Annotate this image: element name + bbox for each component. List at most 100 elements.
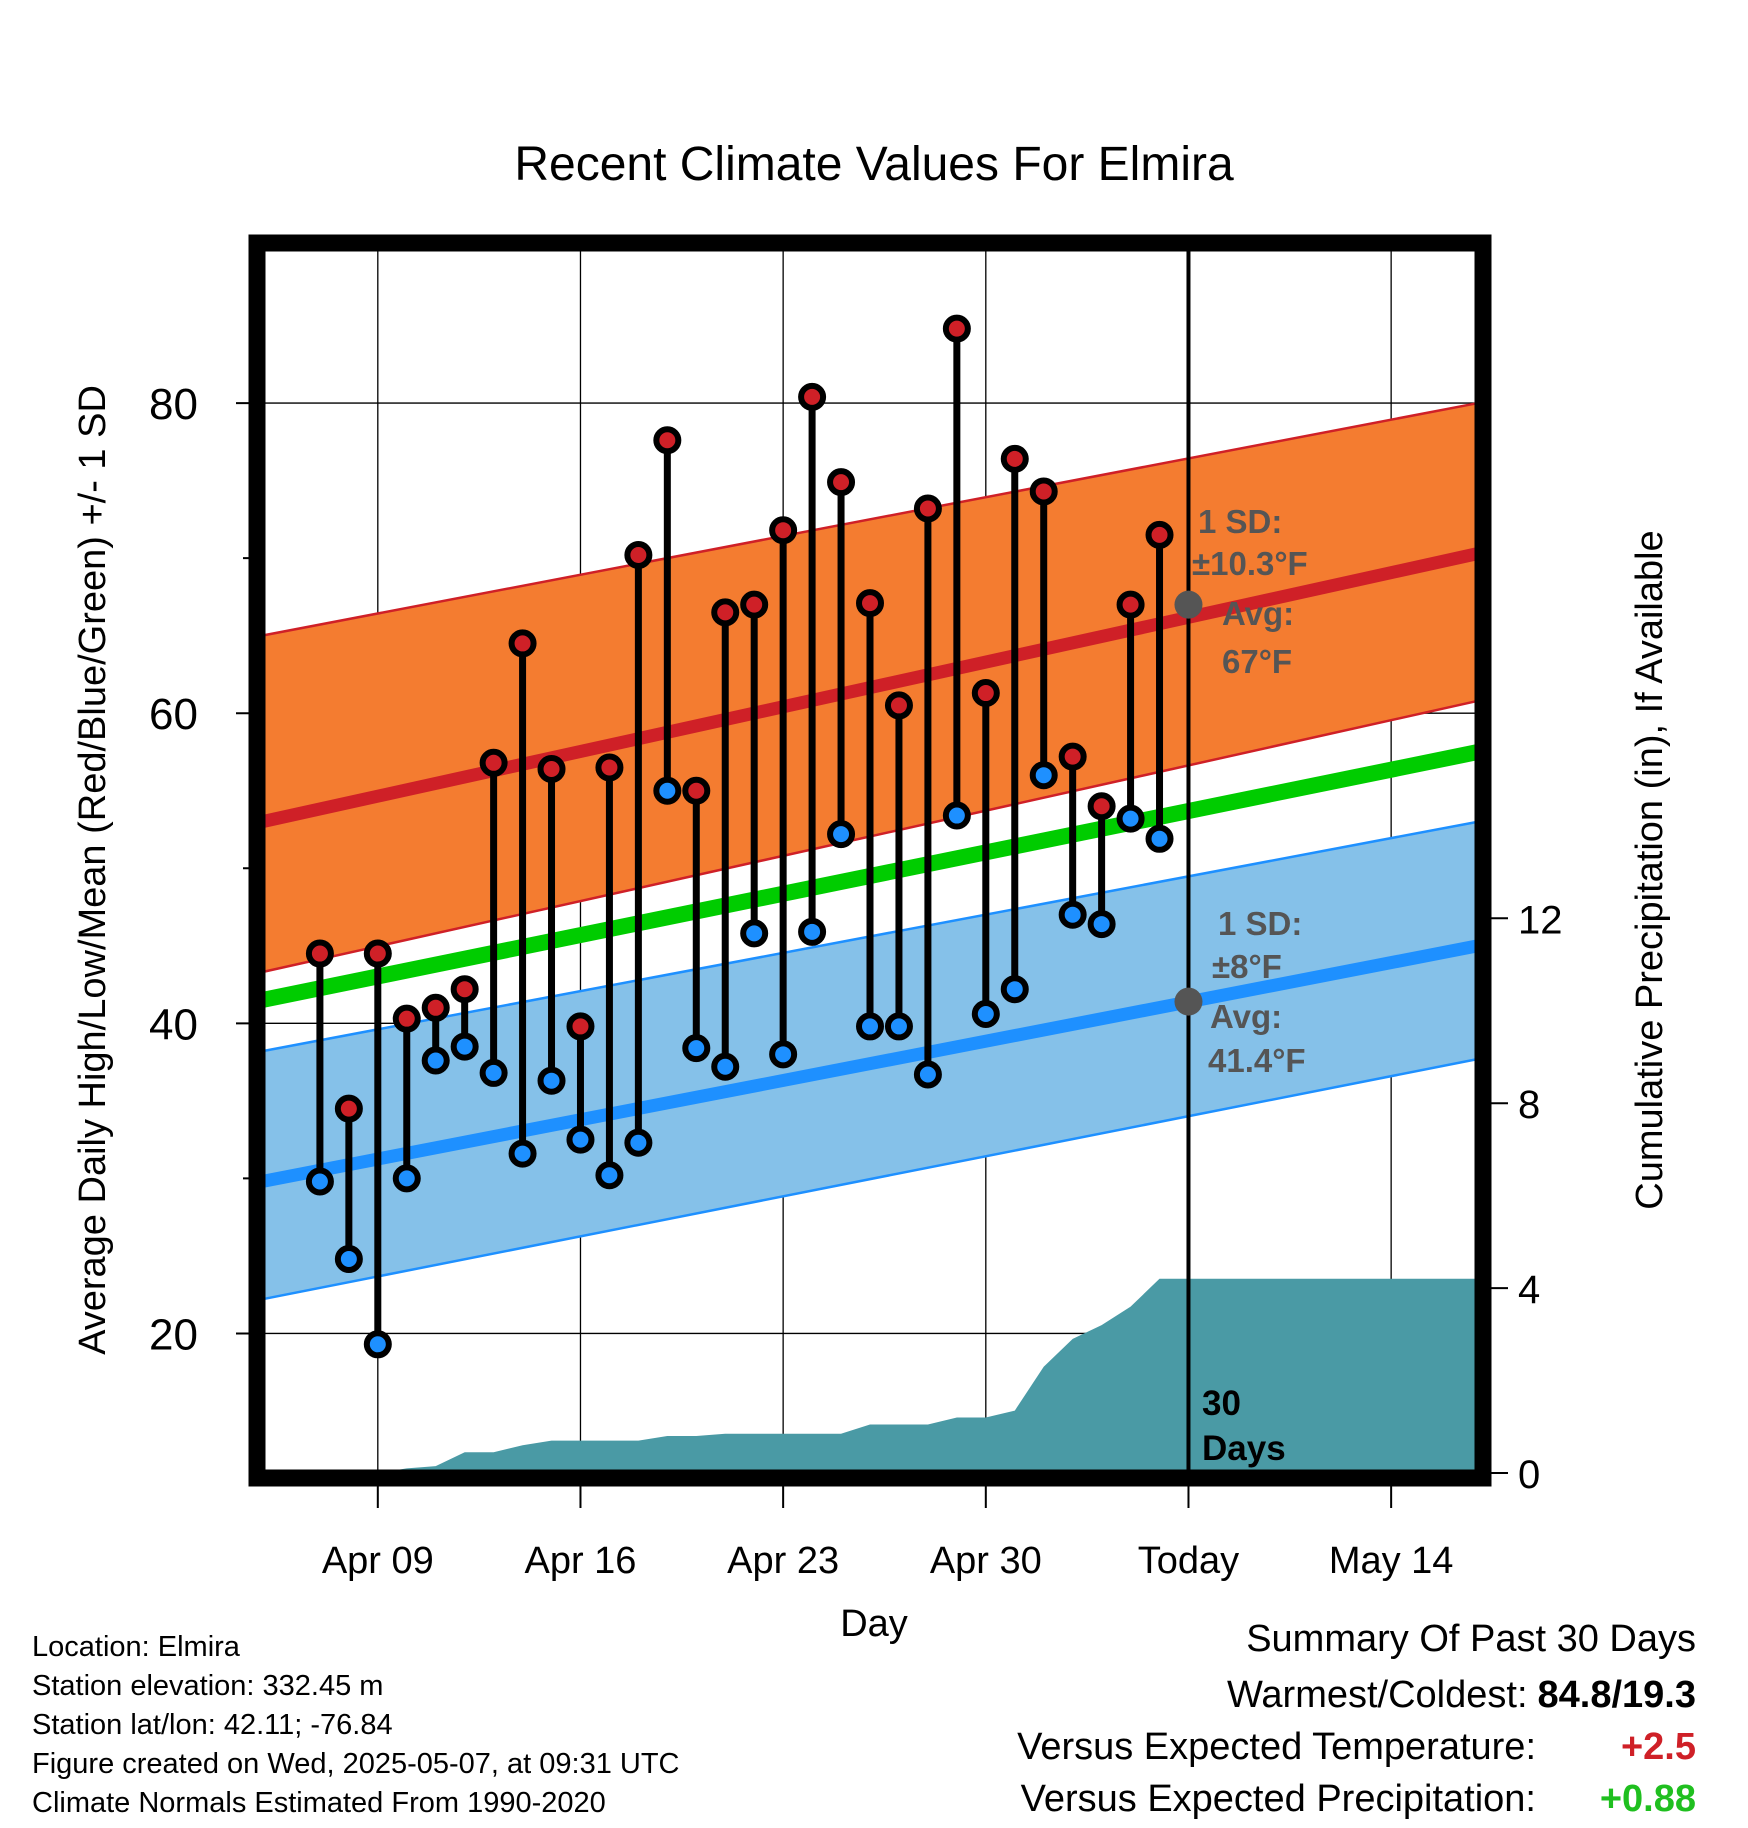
- elevation-text: Station elevation: 332.45 m: [32, 1670, 384, 1702]
- daily-high-point: [334, 1094, 363, 1123]
- daily-high-point: [595, 753, 624, 782]
- daily-high-point: [711, 598, 740, 627]
- y-tick-label: 60: [149, 690, 198, 739]
- daily-low-point: [1058, 900, 1087, 929]
- today-days-word: Days: [1202, 1429, 1286, 1468]
- daily-low-point: [595, 1161, 624, 1190]
- precip-value: +0.88: [1599, 1778, 1696, 1820]
- x-tick-label: Today: [1138, 1540, 1239, 1582]
- low-avg-label: Avg:: [1210, 998, 1282, 1035]
- warmest-value: 84.8/19.3: [1537, 1674, 1696, 1716]
- daily-low-point: [566, 1125, 595, 1154]
- normal-low-line: [260, 939, 1480, 1188]
- daily-high-point: [624, 541, 653, 570]
- y2-axis-label: Cumulative Precipitation (in), If Availa…: [1629, 530, 1671, 1209]
- daily-high-point: [363, 939, 392, 968]
- daily-low-point: [769, 1040, 798, 1069]
- high-avg-value: 67°F: [1222, 643, 1292, 680]
- daily-low-point: [479, 1058, 508, 1087]
- precip-label: Versus Expected Precipitation:: [1020, 1778, 1536, 1820]
- daily-low-point: [971, 1000, 1000, 1029]
- daily-high-point: [971, 679, 1000, 708]
- daily-low-point: [856, 1012, 884, 1041]
- daily-low-point: [711, 1052, 740, 1081]
- daily-high-point: [1029, 477, 1058, 506]
- daily-high-point: [740, 590, 769, 619]
- daily-high-point: [1000, 444, 1029, 473]
- normal-high-today-marker: [1174, 590, 1203, 619]
- high-sd-label: 1 SD:: [1198, 503, 1282, 540]
- daily-low-point: [624, 1128, 653, 1157]
- x-tick-label: Apr 23: [727, 1540, 839, 1582]
- temp-value: +2.5: [1620, 1726, 1696, 1768]
- daily-high-point: [682, 776, 711, 805]
- daily-low-point: [421, 1046, 450, 1075]
- daily-low-point: [334, 1245, 363, 1274]
- daily-low-point: [913, 1060, 942, 1089]
- y-tick-label: 40: [149, 1000, 198, 1049]
- x-axis-label: Day: [840, 1603, 908, 1645]
- daily-low-point: [508, 1139, 537, 1168]
- daily-high-point: [450, 975, 479, 1004]
- low-avg-value: 41.4°F: [1208, 1042, 1306, 1079]
- daily-low-point: [884, 1012, 913, 1041]
- daily-high-point: [913, 494, 942, 523]
- x-tick-label: May 14: [1329, 1540, 1454, 1582]
- daily-high-point: [392, 1004, 421, 1033]
- daily-high-point: [769, 516, 798, 545]
- precipitation-area: [262, 1278, 1478, 1473]
- temp-row: Versus Expected Temperature: +2.5: [1017, 1721, 1696, 1773]
- summary-title: Summary Of Past 30 Days: [1246, 1618, 1696, 1660]
- low-sd-label: 1 SD:: [1218, 905, 1302, 942]
- latlon-text: Station lat/lon: 42.11; -76.84: [32, 1709, 393, 1741]
- warmest-label: Warmest/Coldest:: [1226, 1674, 1528, 1716]
- y2-tick-label: 0: [1518, 1453, 1540, 1497]
- daily-high-point: [537, 755, 566, 784]
- daily-high-point: [827, 468, 856, 497]
- y-axis-label: Average Daily High/Low/Mean (Red/Blue/Gr…: [72, 385, 114, 1355]
- daily-high-point: [421, 993, 450, 1022]
- daily-high-point: [798, 382, 827, 411]
- x-tick-label: Apr 30: [930, 1540, 1042, 1582]
- x-tick-label: Apr 16: [524, 1540, 636, 1582]
- daily-low-point: [1087, 910, 1116, 939]
- daily-low-point: [740, 919, 769, 948]
- high-sd-upper-edge: [261, 401, 1479, 637]
- plot-area: 1 SD: ±10.3°F Avg: 67°F 1 SD: ±8°F Avg: 41.4°F 3…: [149, 234, 1563, 1582]
- temp-label: Versus Expected Temperature:: [1017, 1726, 1536, 1768]
- daily-high-point: [508, 629, 537, 658]
- daily-low-point: [537, 1066, 566, 1095]
- warmest-row: Warmest/Coldest: 84.8/19.3: [1017, 1669, 1696, 1721]
- y-tick-label: 20: [149, 1310, 198, 1359]
- daily-high-point: [1087, 792, 1116, 821]
- daily-low-point: [1000, 975, 1029, 1004]
- daily-low-point: [1145, 824, 1174, 853]
- daily-high-point: [653, 426, 682, 455]
- daily-high-point: [1116, 590, 1145, 619]
- daily-low-point: [1116, 804, 1145, 833]
- daily-high-point: [884, 691, 913, 720]
- daily-low-point: [305, 1167, 334, 1196]
- high-sd-value: ±10.3°F: [1192, 545, 1308, 582]
- y2-tick-label: 4: [1518, 1268, 1540, 1312]
- daily-low-point: [942, 801, 971, 830]
- today-days-number: 30: [1202, 1384, 1241, 1423]
- station-info: Location: Elmira Station elevation: 332.…: [32, 1628, 680, 1823]
- y2-tick-label: 12: [1518, 898, 1563, 942]
- daily-low-point: [392, 1164, 421, 1193]
- location-text: Location: Elmira: [32, 1631, 240, 1663]
- daily-high-point: [942, 314, 971, 343]
- y-tick-label: 80: [149, 380, 198, 429]
- high-avg-label: Avg:: [1222, 595, 1294, 632]
- low-sd-value: ±8°F: [1212, 948, 1282, 985]
- daily-low-point: [682, 1034, 711, 1063]
- precip-row: Versus Expected Precipitation: +0.88: [1017, 1773, 1696, 1825]
- daily-low-point: [798, 917, 827, 946]
- daily-low-point: [1029, 761, 1058, 790]
- daily-high-point: [479, 748, 508, 777]
- daily-low-point: [450, 1032, 479, 1061]
- daily-low-point: [363, 1330, 392, 1359]
- daily-high-point: [1058, 742, 1087, 771]
- daily-high-point: [856, 589, 884, 618]
